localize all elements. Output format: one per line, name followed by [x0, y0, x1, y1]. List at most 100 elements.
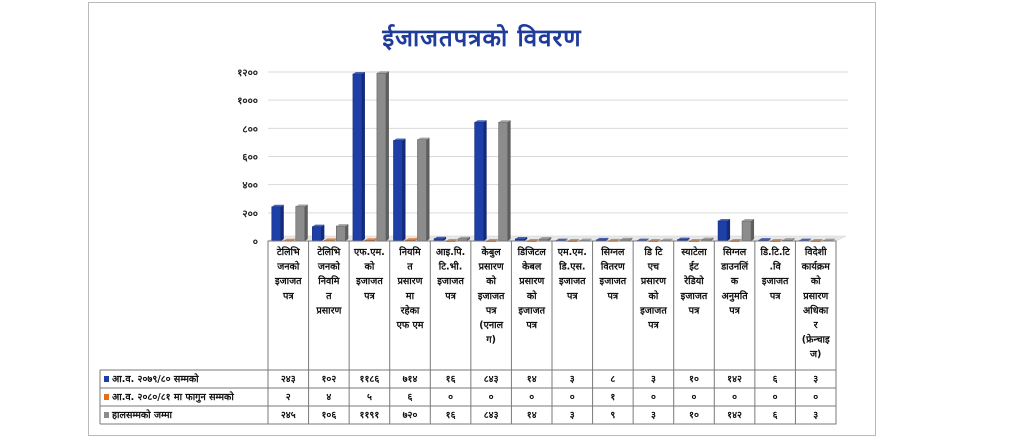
category-label: नियमि — [398, 246, 422, 258]
bar-top — [701, 237, 714, 240]
bar-side — [414, 238, 418, 241]
category-label: निवमि — [317, 275, 340, 287]
data-label: १६ — [446, 374, 456, 385]
data-label: १० — [689, 374, 699, 385]
data-label: ८४३ — [484, 410, 499, 421]
bar-top — [608, 238, 621, 241]
bar-side — [292, 238, 296, 241]
category-label: ईट — [688, 261, 700, 273]
data-label: ८४३ — [484, 374, 499, 385]
category-label: इजाजत — [477, 291, 505, 302]
category-label: डि.टि.टि — [760, 246, 791, 258]
data-label: ३ — [570, 410, 575, 421]
category-label: केबल — [521, 261, 542, 273]
data-label: ८ — [610, 374, 615, 385]
bar-top — [636, 238, 649, 241]
data-label: १ — [610, 392, 615, 403]
data-label: १० — [689, 410, 699, 421]
category-label: सिग्नल — [722, 246, 747, 258]
bar — [312, 226, 322, 242]
category-label: केबुल — [481, 246, 502, 258]
category-label: पत्र — [485, 305, 497, 316]
data-label: ३ — [651, 374, 656, 385]
bar-side — [373, 238, 377, 241]
category-label: वितरण — [600, 261, 626, 273]
data-label: ३ — [813, 410, 818, 421]
category-label: टेलिभि — [276, 246, 301, 258]
bar-side — [345, 224, 349, 241]
bar-side — [791, 238, 795, 241]
category-label: डाउनलिं — [720, 261, 748, 273]
data-label: १०२ — [321, 374, 336, 385]
bar-side — [832, 238, 836, 241]
category-label: टि.भी. — [438, 261, 463, 273]
category-label: एफ.एम. — [353, 247, 385, 258]
bar-top — [515, 237, 528, 240]
data-label: १६ — [446, 410, 456, 421]
data-label: ११८६ — [360, 374, 380, 385]
category-label: पत्र — [444, 291, 456, 302]
category-label: जनको — [317, 261, 341, 273]
bar-side — [686, 237, 690, 241]
category-label: प्रसारण — [315, 305, 342, 316]
category-label: को — [810, 275, 821, 287]
bar-top — [742, 219, 755, 222]
bar-top — [660, 238, 673, 241]
bar-top — [758, 238, 771, 241]
category-label: डिजिटल — [517, 246, 547, 258]
category-label: रहेका — [400, 304, 420, 316]
category-label: कार्यक्रम — [801, 261, 832, 273]
category-label: को — [364, 261, 375, 273]
category-label: को — [526, 290, 537, 302]
data-label: १४२ — [727, 374, 742, 385]
bar — [417, 139, 427, 242]
category-label: प्रसारण — [478, 262, 505, 273]
category-label: अनुमति — [722, 290, 749, 302]
bar-side — [524, 237, 528, 241]
data-label: १४२ — [727, 410, 742, 421]
bar-top — [417, 137, 430, 140]
category-label: त — [406, 262, 413, 273]
data-label: २४५ — [281, 410, 296, 421]
data-label: २४३ — [281, 374, 296, 385]
data-label: ० — [570, 392, 575, 403]
bar-top — [324, 238, 337, 241]
bar-top — [434, 236, 447, 239]
category-label: इजाजत — [558, 276, 586, 287]
y-tick-label: ४०० — [242, 181, 258, 192]
category-label: डि टि — [643, 246, 663, 258]
bar — [336, 225, 346, 242]
category-label: प्रसारण — [640, 276, 667, 287]
data-label: ० — [692, 392, 697, 403]
y-tick-label: १००० — [237, 96, 258, 107]
bar-top — [539, 237, 552, 240]
data-label: ३ — [651, 410, 656, 421]
data-label: ० — [448, 392, 453, 403]
data-label: ० — [529, 392, 534, 403]
data-label: ० — [489, 392, 494, 403]
category-label: सिग्नल — [600, 246, 625, 258]
category-label: रेडियो — [683, 275, 704, 287]
bar-side — [280, 204, 284, 241]
bar-top — [283, 238, 296, 241]
data-label: १४ — [527, 410, 537, 421]
bar-side — [333, 238, 337, 241]
category-label: (फ्रेन्चाइ — [802, 334, 830, 346]
bar-top — [271, 204, 284, 207]
bar-side — [483, 120, 487, 241]
bar-side — [443, 236, 447, 241]
data-label: ५ — [367, 392, 372, 403]
category-label: पत्र — [647, 320, 659, 331]
bar-top — [376, 71, 389, 74]
bar-top — [312, 224, 325, 227]
bar-side — [548, 237, 552, 241]
y-tick-label: २०० — [242, 209, 258, 220]
category-label: एम.एम. — [557, 247, 587, 258]
bar-side — [507, 120, 511, 241]
category-label: पत्र — [525, 320, 537, 331]
category-label: पत्र — [769, 291, 781, 302]
bar — [393, 140, 403, 242]
category-label: इजाजत — [680, 291, 708, 302]
category-label: प्रसारण — [802, 291, 829, 302]
bar-top — [579, 238, 592, 241]
